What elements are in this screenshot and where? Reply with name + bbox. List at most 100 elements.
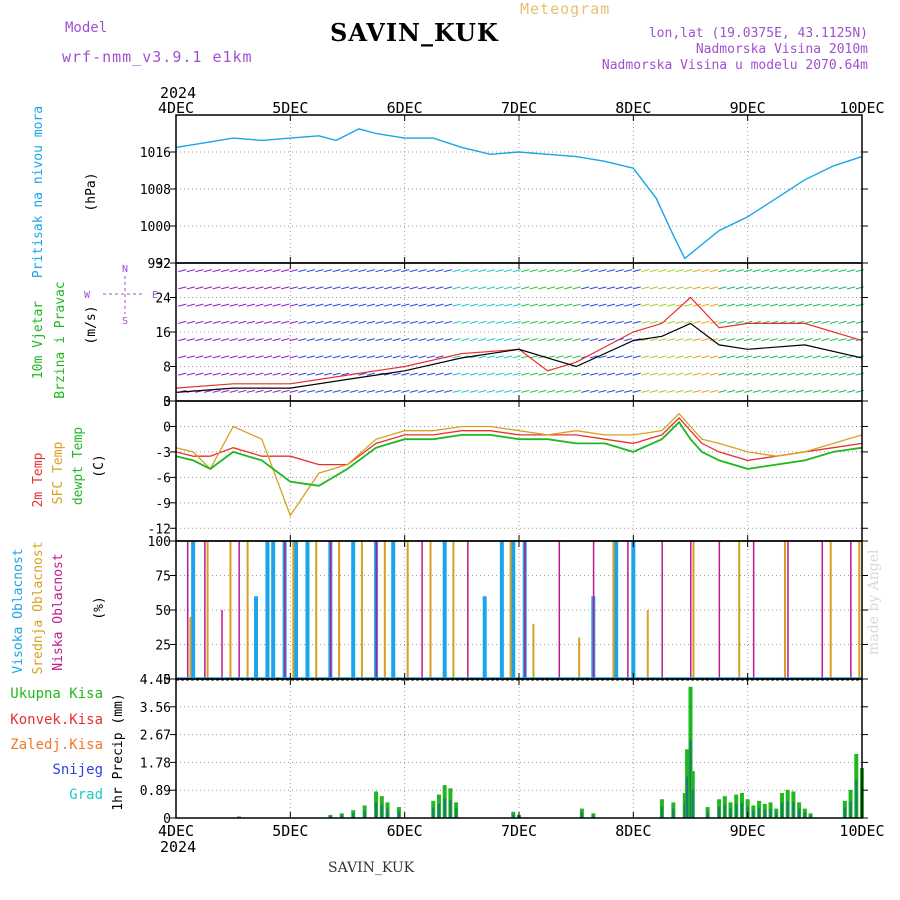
wind-barb: [212, 389, 221, 393]
wind-barb: [469, 338, 478, 342]
snow-bar: [735, 803, 738, 818]
wind-barb: [718, 338, 727, 342]
y-tick-label: -3: [155, 446, 171, 461]
wind-barb: [298, 338, 307, 342]
wind-barb: [709, 338, 719, 342]
wind-barb: [383, 286, 393, 290]
wind-barb: [452, 269, 461, 273]
wind-barb: [666, 389, 676, 393]
wind-barb: [538, 269, 547, 273]
snow-bar: [437, 803, 440, 818]
wind-barb: [615, 372, 624, 376]
wind-barb: [272, 372, 281, 376]
wind-barb: [701, 338, 710, 342]
wind-barb: [203, 303, 213, 307]
snow-bar: [769, 808, 772, 818]
wind-barb: [521, 389, 530, 393]
wind-barb: [529, 286, 538, 290]
wind-barb: [238, 372, 247, 376]
wind-barb: [212, 320, 221, 324]
wind-barb: [512, 355, 521, 359]
wind-barb: [606, 269, 616, 273]
wind-barb: [709, 389, 719, 393]
wind-barb: [289, 372, 298, 376]
wind-barb: [572, 269, 581, 273]
y-tick-label: 992: [148, 257, 171, 272]
wind-barb: [615, 320, 624, 324]
wind-barb: [238, 269, 247, 273]
wind-barb: [701, 320, 710, 324]
wind-barb: [632, 286, 641, 290]
wind-barb: [589, 372, 599, 376]
wind-barb: [375, 389, 384, 393]
wind-barb: [675, 338, 684, 342]
wind-barb: [409, 389, 418, 393]
x-tick-label-top: 10DEC: [839, 99, 884, 117]
x-tick-label-bottom: 9DEC: [730, 822, 766, 840]
cloud-unit: (%): [92, 596, 107, 619]
wind-barb: [212, 286, 221, 290]
wind-barb: [298, 303, 307, 307]
t2m-ylabel: 2m Temp: [31, 452, 46, 507]
wind-barb: [649, 320, 659, 324]
wind-barb: [281, 355, 290, 359]
wind-barb: [581, 286, 590, 290]
wind-barb: [358, 269, 367, 273]
tsfc-line: [175, 412, 863, 517]
snow-bar: [752, 810, 755, 818]
snow-bar: [843, 807, 846, 818]
wind-barb: [624, 372, 633, 376]
snow-bar: [849, 801, 852, 818]
wind-barb: [281, 320, 290, 324]
wind-barb: [529, 355, 538, 359]
wind-barb: [641, 286, 650, 290]
wind-barb: [272, 355, 281, 359]
wind-barb: [606, 320, 616, 324]
wind-barb: [718, 269, 727, 273]
wind-barb: [701, 389, 710, 393]
wind-barb: [795, 355, 804, 359]
wind-barb: [306, 338, 316, 342]
snow-bar: [340, 815, 343, 818]
t2m-line: [175, 417, 863, 466]
wind-barb: [238, 355, 247, 359]
wind-barb: [786, 303, 796, 307]
wind-barb: [495, 286, 504, 290]
wind-barb: [495, 303, 504, 307]
wind-barb: [521, 303, 530, 307]
wind-barb: [289, 389, 298, 393]
wind-barb: [589, 389, 599, 393]
wind-barb: [692, 269, 701, 273]
wind-barb: [521, 372, 530, 376]
wind-barb: [246, 269, 256, 273]
wind-barb: [495, 269, 504, 273]
wind-barb: [426, 338, 436, 342]
wind-barb: [195, 338, 204, 342]
wind-barb: [281, 338, 290, 342]
wind-barb: [418, 303, 427, 307]
wind-barb: [555, 320, 564, 324]
wind-barb: [718, 372, 727, 376]
wind-barb: [383, 389, 393, 393]
wind-barb: [426, 320, 436, 324]
wind-barb: [323, 269, 333, 273]
wind-barb: [435, 355, 444, 359]
wind-barb: [709, 269, 719, 273]
wind-barb: [726, 338, 736, 342]
wind-barb: [546, 269, 556, 273]
wind-barb: [606, 338, 616, 342]
wind-barb: [341, 269, 350, 273]
wind-barb: [606, 303, 616, 307]
y-tick-label: 8: [163, 361, 171, 376]
x-tick-label-bottom: 8DEC: [615, 822, 651, 840]
wind-barb: [769, 372, 779, 376]
wind-barb: [418, 320, 427, 324]
wind-barb: [238, 320, 247, 324]
wind-barb: [598, 355, 607, 359]
wind-barb: [812, 320, 821, 324]
wind-barb: [409, 320, 418, 324]
wind-barb: [598, 338, 607, 342]
wind-barb: [589, 286, 599, 290]
y-tick-label: 16: [155, 326, 171, 341]
wind-barb: [418, 389, 427, 393]
